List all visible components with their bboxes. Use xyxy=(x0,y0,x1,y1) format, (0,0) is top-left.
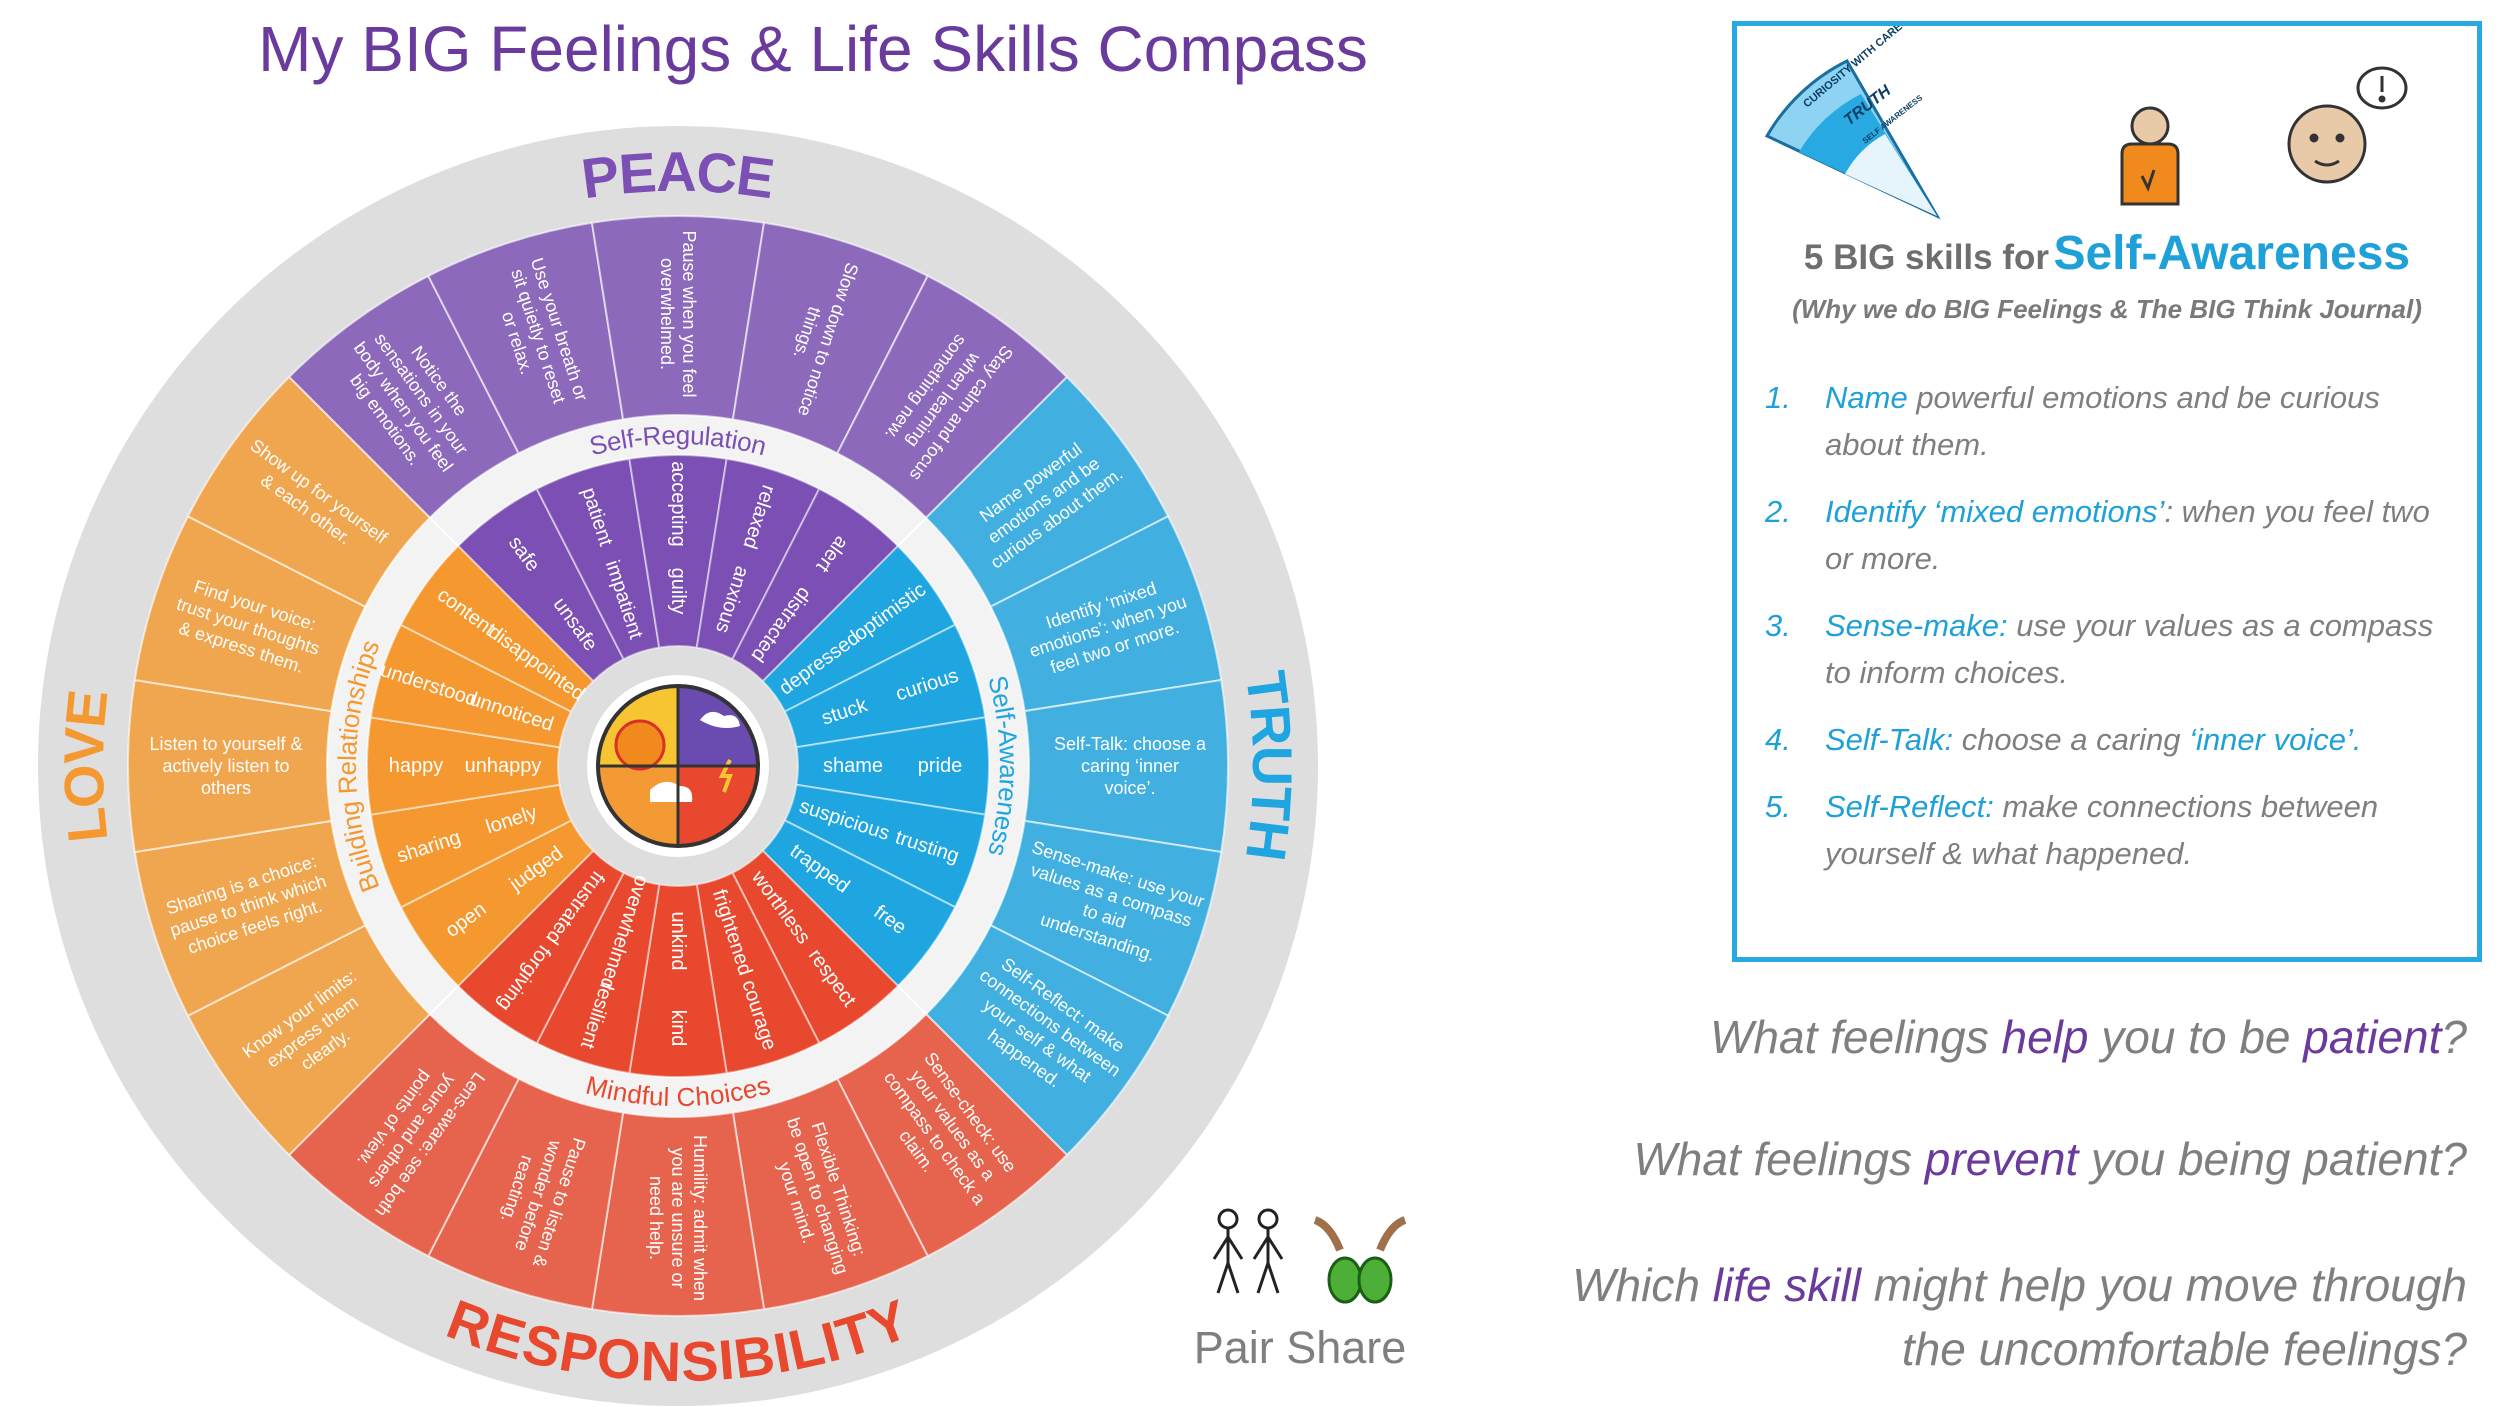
text-run: you being patient? xyxy=(2078,1133,2467,1185)
question: Which life skill might help you move thr… xyxy=(1567,1253,2467,1381)
skill-item-text: Self-Talk: choose a caring ‘inner voice’… xyxy=(1825,716,2455,763)
skill-text: Listen to yourself & actively listen to ot… xyxy=(149,734,302,798)
skill-item-text: Name powerful emotions and be curious ab… xyxy=(1825,374,2455,468)
heading: 5 BIG skills for Self-Awareness xyxy=(1737,226,2477,281)
feeling-word: pride xyxy=(918,755,962,777)
text-run: Sense-make: xyxy=(1825,608,2008,643)
question: What feelings prevent you being patient? xyxy=(1567,1127,2467,1191)
skill-segment xyxy=(186,375,432,608)
heading-highlight: Self-Awareness xyxy=(2053,227,2411,280)
skill-item: 1. Name powerful emotions and be curious … xyxy=(1765,374,2455,468)
pair-share-icon xyxy=(1212,1208,1407,1304)
text-run: you to be xyxy=(2088,1011,2304,1063)
thinking-face-icon xyxy=(2287,66,2408,184)
text-run: Name xyxy=(1825,380,1908,415)
skills-list: 1. Name powerful emotions and be curious … xyxy=(1765,374,2455,897)
person-icon xyxy=(2120,106,2180,206)
text-run: Identify ‘mixed emotions’ xyxy=(1825,494,2165,529)
skill-text: Humility: admit whenyou are unsure ornee… xyxy=(646,1135,710,1301)
pair-share-label: Pair Share xyxy=(1193,1322,1407,1373)
text-run: prevent xyxy=(1924,1133,2079,1185)
text-run: What feelings xyxy=(1633,1133,1925,1185)
quadrant-label-text: PEACE xyxy=(578,139,778,209)
wheel-segments: Notice thesensations in yourbody when yo… xyxy=(51,139,1304,1392)
text-run: What feelings xyxy=(1710,1011,2002,1063)
fan-icon: CURIOSITY WITH CARE TRUTH SELF AWARENESS xyxy=(1764,26,1941,220)
subtitle: (Why we do BIG Feelings & The BIG Think … xyxy=(1792,294,2422,324)
feeling-word: unkind xyxy=(667,912,689,971)
skill-text: Self-Talk: choose a caring ‘inner voice’. xyxy=(1054,734,1207,798)
text-run: patient xyxy=(2303,1011,2442,1063)
text-run: : when you feel two or more. xyxy=(1825,494,2430,576)
skill-number: 3. xyxy=(1765,608,1791,643)
text-run: might help you move through the uncomfor… xyxy=(1860,1259,2467,1375)
text-run: use your values as a compass to inform c… xyxy=(1825,608,2434,690)
skill-item-text: Identify ‘mixed emotions’: when you feel… xyxy=(1825,488,2455,582)
center-picture xyxy=(585,673,771,859)
text-run: choose a caring xyxy=(1953,722,2190,757)
feeling-word: shame xyxy=(823,755,883,777)
skill-item-text: Sense-make: use your values as a compass… xyxy=(1825,602,2455,696)
feeling-segment xyxy=(399,544,595,713)
compass-wheel: Notice thesensations in yourbody when yo… xyxy=(38,126,1318,1406)
skill-item: 2. Identify ‘mixed emotions’: when you fe… xyxy=(1765,488,2455,582)
text-run: Self-Reflect: xyxy=(1825,789,1994,824)
quadrant-label: PEACE xyxy=(578,139,778,209)
quadrant-label: LOVE xyxy=(51,687,119,845)
skill-number: 4. xyxy=(1765,722,1791,757)
skills-panel: CURIOSITY WITH CARE TRUTH SELF AWARENESS… xyxy=(1732,21,2482,962)
text-run: Self-Talk: xyxy=(1825,722,1954,757)
quadrant-label-text: LOVE xyxy=(51,687,119,845)
quadrant-label-text: TRUTH xyxy=(1234,667,1304,864)
skill-number: 2. xyxy=(1765,494,1791,529)
text-run: help xyxy=(2001,1011,2089,1063)
text-run: ? xyxy=(2441,1011,2467,1063)
feeling-word: unhappy xyxy=(465,755,542,777)
text-run: ‘inner voice’. xyxy=(2189,722,2362,757)
skill-number: 1. xyxy=(1765,380,1791,415)
feeling-word: accepting xyxy=(667,461,689,547)
skill-number: 5. xyxy=(1765,789,1791,824)
panel-icons: CURIOSITY WITH CARE TRUTH SELF AWARENESS xyxy=(1764,26,2408,220)
quadrant-label: TRUTH xyxy=(1234,667,1304,864)
skill-item: 4. Self-Talk: choose a caring ‘inner voic… xyxy=(1765,716,2455,763)
text-run: Which xyxy=(1572,1259,1713,1311)
text-run: life skill xyxy=(1712,1259,1861,1311)
skill-text: Pause when you feeloverwhelmed. xyxy=(657,230,699,397)
title: My BIG Feelings & Life Skills Compass xyxy=(258,13,1368,85)
text-run: powerful emotions and be curious about t… xyxy=(1825,380,2380,462)
feeling-word: guilty xyxy=(667,568,689,615)
skill-item: 3. Sense-make: use your values as a compa… xyxy=(1765,602,2455,696)
feeling-word: happy xyxy=(389,755,444,777)
question: What feelings help you to be patient? xyxy=(1567,1005,2467,1069)
text-run: make connections between yourself & what… xyxy=(1825,789,2379,871)
skill-item: 5. Self-Reflect: make connections between… xyxy=(1765,783,2455,877)
feeling-word: kind xyxy=(667,1010,689,1047)
heading-prefix: 5 BIG skills for xyxy=(1803,238,2049,277)
skill-item-text: Self-Reflect: make connections between y… xyxy=(1825,783,2455,877)
